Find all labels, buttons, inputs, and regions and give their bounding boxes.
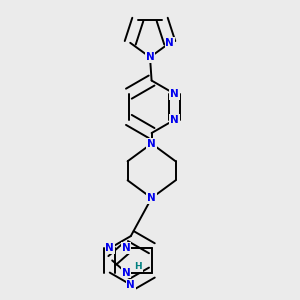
Text: N: N [147, 193, 156, 203]
Text: N: N [105, 243, 114, 253]
Text: N: N [122, 243, 130, 253]
Text: N: N [165, 38, 174, 48]
Text: N: N [147, 139, 156, 148]
Text: N: N [170, 89, 179, 99]
Text: N: N [170, 115, 179, 125]
Text: N: N [122, 268, 130, 278]
Text: H: H [134, 262, 142, 271]
Text: N: N [146, 52, 154, 62]
Text: N: N [126, 280, 135, 290]
